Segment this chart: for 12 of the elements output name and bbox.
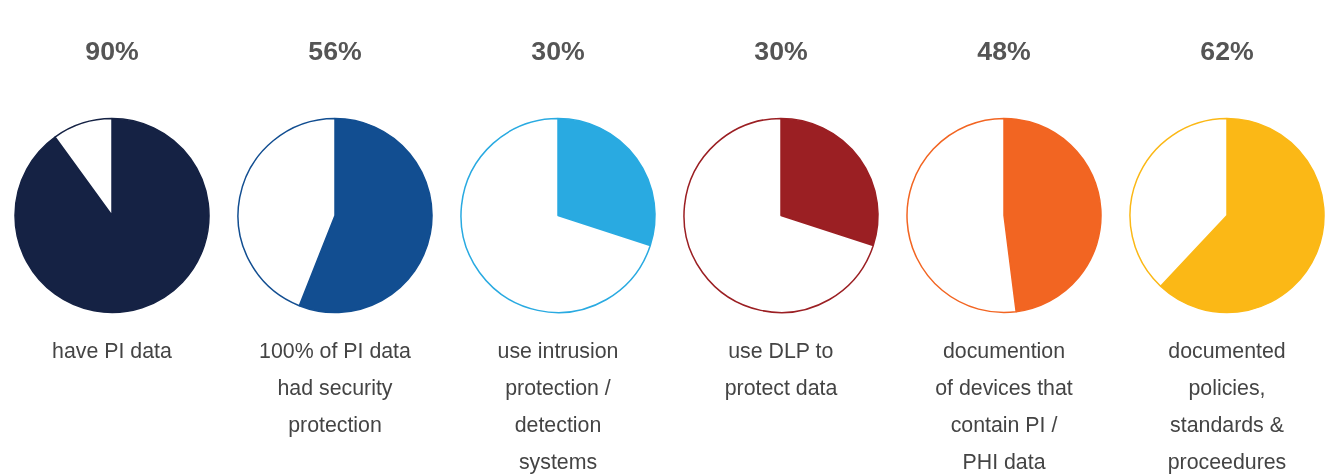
text: use intrusion protection / detection systems <box>497 338 619 474</box>
data-label: 90% <box>85 35 139 66</box>
data-label: 48% <box>977 35 1031 66</box>
data-label: 56% <box>308 35 362 66</box>
data-label: 30% <box>531 35 585 66</box>
text: documented policies, standards & proceedures <box>1167 338 1287 474</box>
text: use DLP to protect data <box>724 338 838 400</box>
text: documention of devices that contain PI / PHI data <box>935 338 1073 474</box>
data-label: 30% <box>754 35 808 66</box>
data-label: 62% <box>1200 35 1254 66</box>
text: have PI data <box>52 338 173 363</box>
text: 100% of PI data had security protection <box>259 338 412 437</box>
